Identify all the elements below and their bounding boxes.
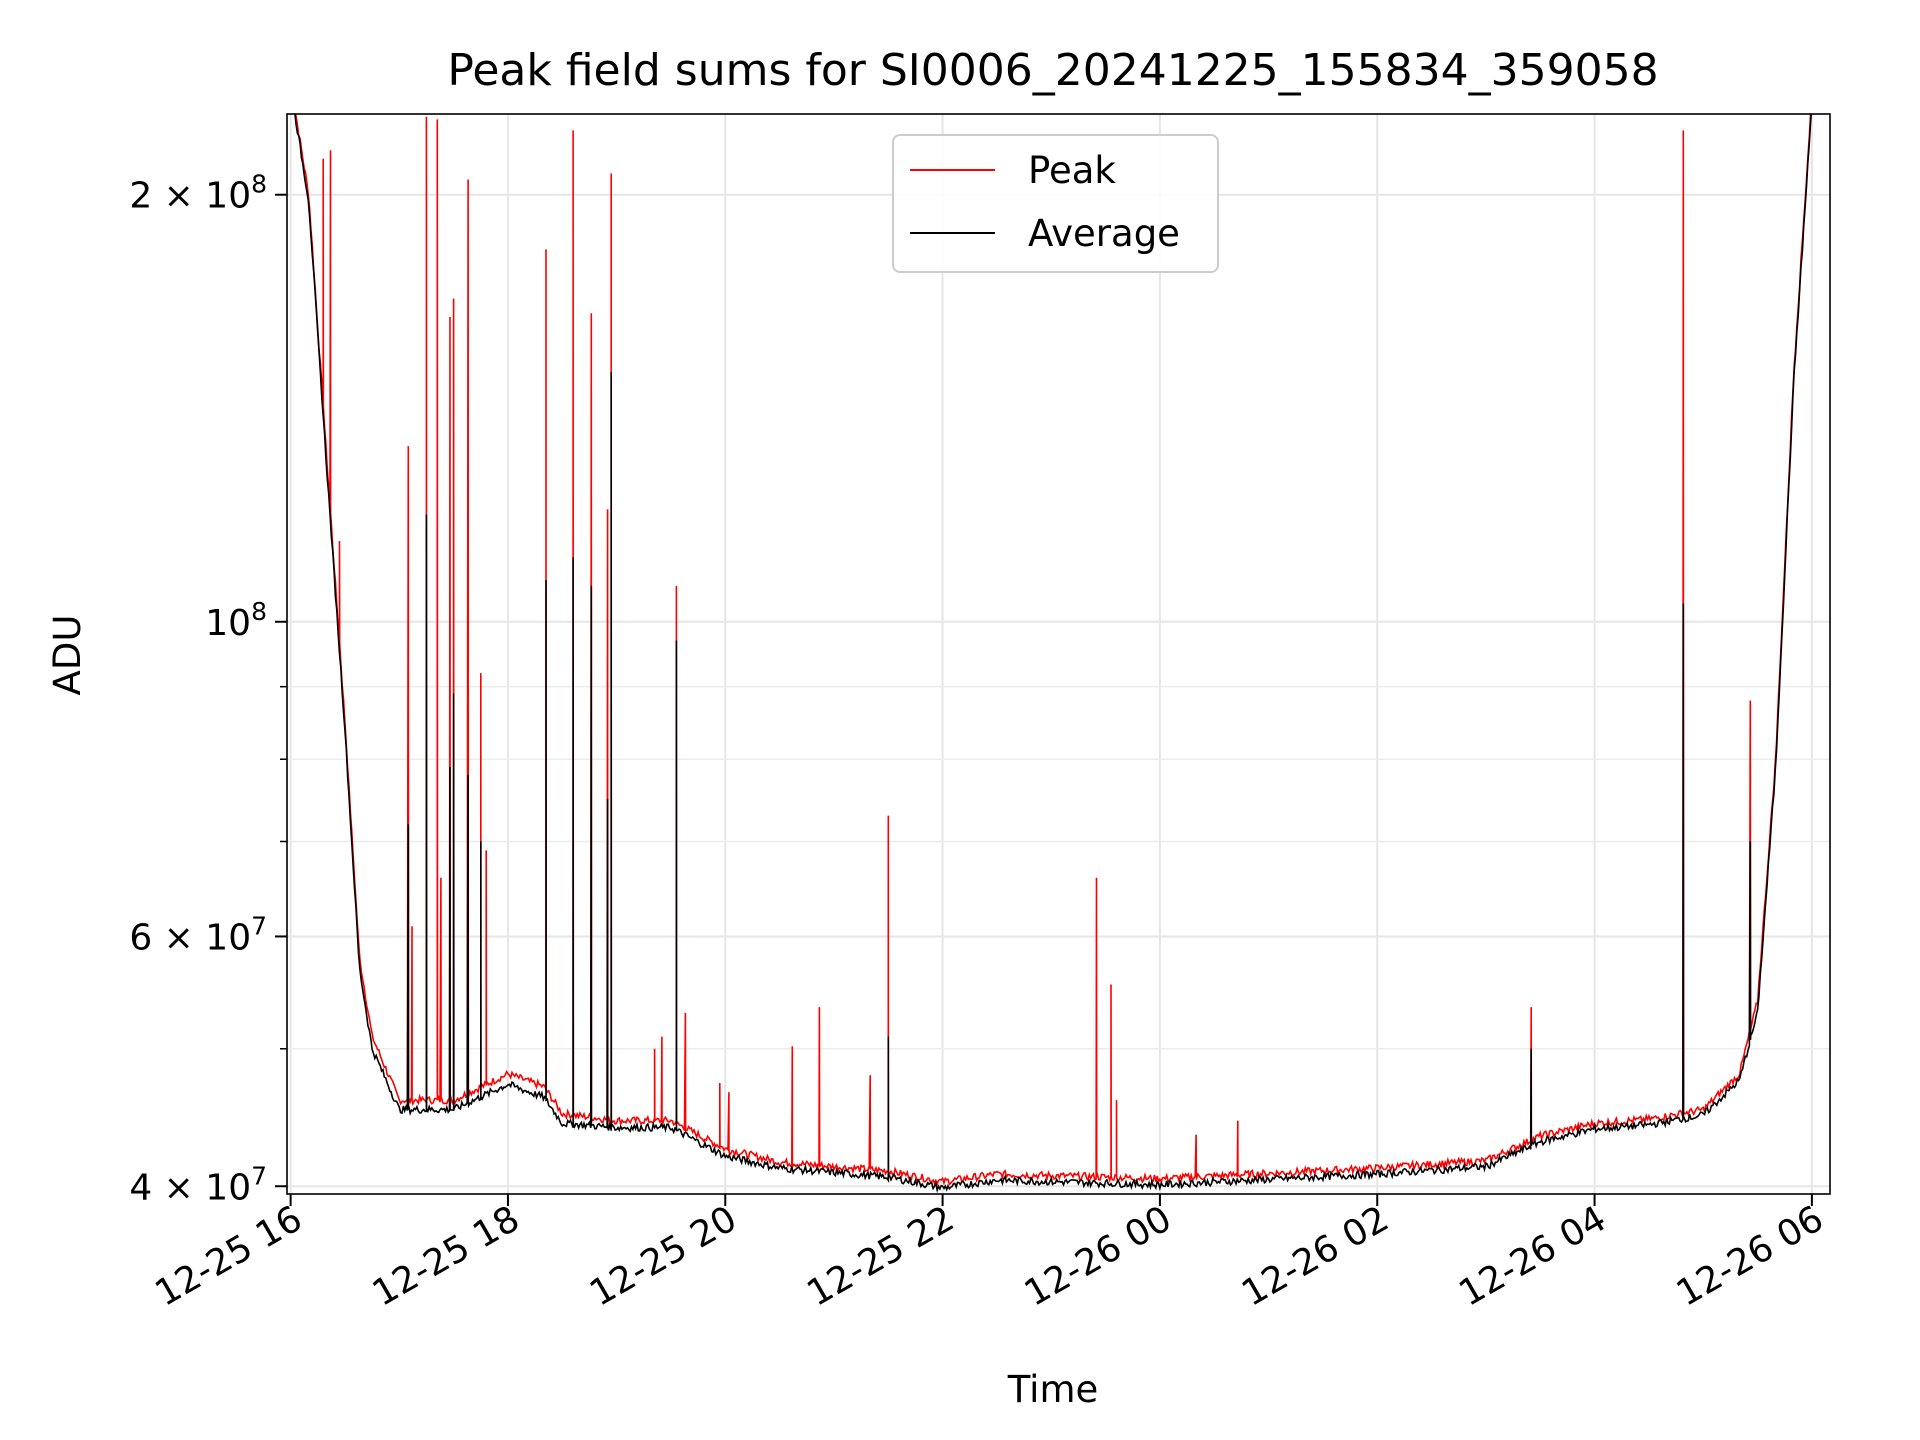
plot-area xyxy=(294,114,1812,1194)
series-line-average xyxy=(294,114,1812,1194)
plot-frame xyxy=(286,113,1831,1195)
x-axis-label: Time xyxy=(1007,1368,1099,1411)
series-average xyxy=(294,114,1812,1194)
legend-label-peak: Peak xyxy=(1028,149,1116,192)
y-axis-label: ADU xyxy=(46,615,89,696)
chart-title: Peak field sums for SI0006_20241225_1558… xyxy=(447,45,1658,96)
y-tick-label: 6 × 107 xyxy=(129,911,267,958)
y-tick-label: 108 xyxy=(205,597,267,644)
y-tick-label: 4 × 107 xyxy=(129,1161,267,1208)
legend-label-average: Average xyxy=(1028,212,1180,255)
legend: Peak Average xyxy=(892,134,1219,273)
series-line-peak xyxy=(294,114,1812,1187)
grid xyxy=(287,114,1830,1194)
series-peak xyxy=(294,114,1812,1187)
y-tick-label: 2 × 108 xyxy=(129,170,267,217)
